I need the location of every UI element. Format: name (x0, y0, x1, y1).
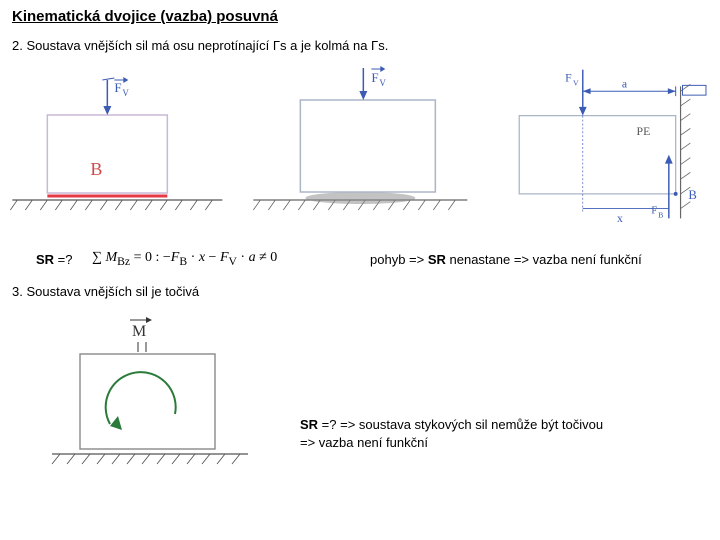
subtitle-3: 3. Soustava vnějších sil je točivá (12, 284, 199, 299)
svg-text:F: F (566, 71, 573, 84)
svg-text:a: a (622, 77, 628, 90)
diagram-2: F V (243, 60, 478, 230)
pohyb-text: pohyb => SR nenastane => vazba není funk… (370, 252, 642, 267)
sr-equation-line: SR =? ∑ MBz = 0 : −FB · x − FV · a ≠ 0 p… (0, 252, 720, 274)
diagram-1: F V B (0, 60, 235, 230)
svg-text:x: x (617, 212, 623, 225)
subtitle-2: 2. Soustava vnějších sil má osu neprotín… (12, 38, 388, 53)
sr-label: SR =? (36, 252, 73, 267)
diagrams-row: F V B (0, 60, 720, 230)
svg-text:V: V (122, 88, 129, 98)
label-b: B (90, 159, 102, 179)
svg-text:F: F (652, 204, 658, 216)
svg-text:B: B (689, 188, 697, 202)
sr3-text: SR =? => soustava stykových sil nemůže b… (300, 416, 603, 452)
svg-text:F: F (371, 70, 378, 85)
svg-text:M: M (132, 323, 146, 340)
diagram-3: a F V PE F B B x (485, 60, 720, 230)
svg-text:V: V (379, 78, 386, 88)
page-title: Kinematická dvojice (vazba) posuvná (12, 8, 278, 25)
svg-text:PE: PE (637, 125, 651, 138)
sr-equation: ∑ MBz = 0 : −FB · x − FV · a ≠ 0 (92, 250, 277, 268)
diagram-4: M (40, 304, 260, 484)
svg-text:V: V (573, 78, 579, 87)
svg-text:F: F (114, 80, 121, 95)
svg-text:B: B (658, 210, 663, 219)
